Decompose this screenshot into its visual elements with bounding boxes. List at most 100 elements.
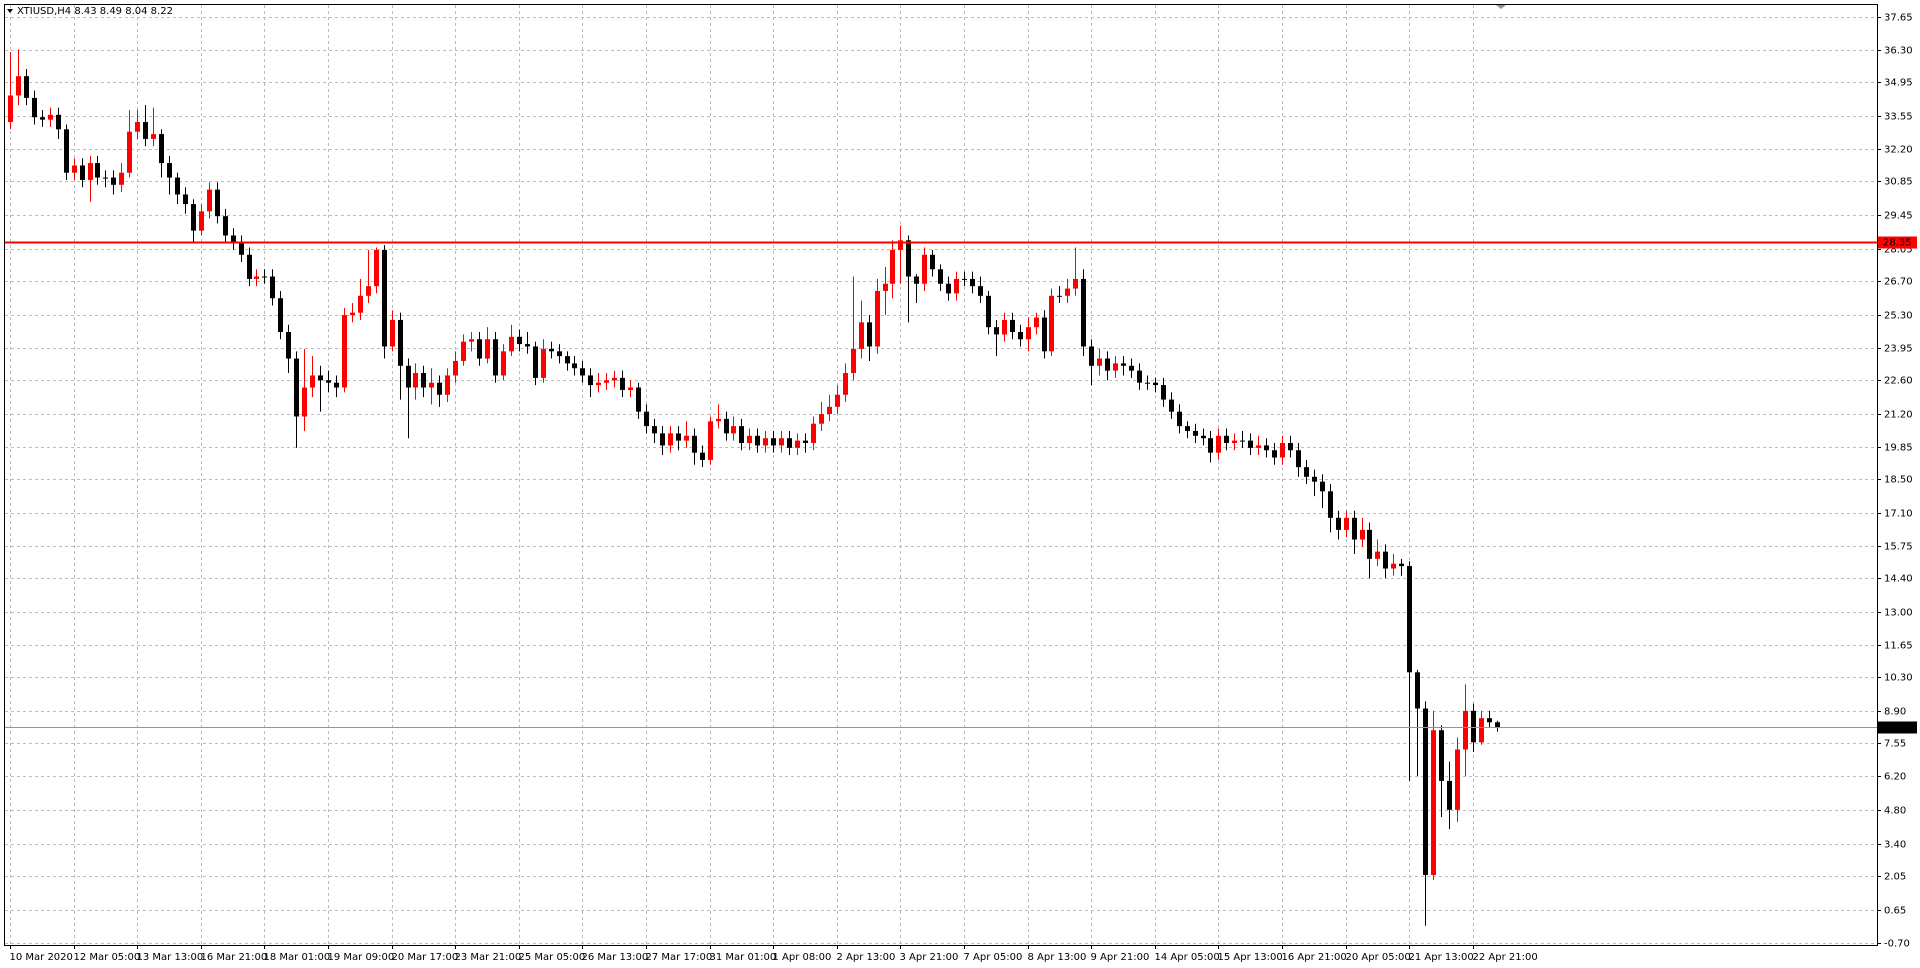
candle-body <box>469 339 474 342</box>
x-tick-label: 19 Mar 09:00 <box>328 952 395 963</box>
candle-body <box>1360 529 1365 540</box>
candle-body <box>382 249 387 347</box>
chart-shift-marker[interactable] <box>1496 5 1506 9</box>
candle-body <box>970 278 975 287</box>
candle-body <box>938 269 943 284</box>
candle-body <box>278 298 283 333</box>
x-tick-label: 8 Apr 13:00 <box>1028 952 1087 963</box>
candle-body <box>676 433 681 441</box>
candle-body <box>8 95 13 123</box>
candle-body <box>493 339 498 376</box>
y-tick-label: 23.95 <box>1884 344 1913 355</box>
candle-body <box>445 375 450 395</box>
candle-body <box>1391 563 1396 569</box>
candle-body <box>461 341 466 361</box>
y-tick-label: 8.90 <box>1884 707 1906 718</box>
x-tick-label: 20 Mar 17:00 <box>392 952 459 963</box>
candle-body <box>421 373 426 388</box>
candle-body <box>398 319 403 366</box>
y-tick-label: 15.75 <box>1884 542 1913 553</box>
candle-body <box>525 344 530 347</box>
candle-body <box>302 387 307 417</box>
candle-body <box>127 131 132 173</box>
y-tick-label: 22.60 <box>1884 376 1913 387</box>
candle-body <box>708 421 713 460</box>
candle-body <box>716 418 721 422</box>
candle-body <box>390 319 395 347</box>
candle-body <box>779 438 784 446</box>
candle-body <box>1431 730 1436 876</box>
y-tick-label: 26.70 <box>1884 277 1913 288</box>
candle-body <box>1439 730 1444 781</box>
y-tick-label: 30.85 <box>1884 177 1913 188</box>
y-tick-label: 6.20 <box>1884 772 1906 783</box>
candle-body <box>453 360 458 376</box>
x-tick-label: 16 Mar 21:00 <box>201 952 268 963</box>
candle-body <box>247 254 252 279</box>
x-tick-label: 2 Apr 13:00 <box>837 952 896 963</box>
candle-body <box>1224 435 1229 444</box>
symbol-menu-icon[interactable] <box>7 9 13 13</box>
x-tick-label: 1 Apr 08:00 <box>773 952 832 963</box>
candle-body <box>859 322 864 349</box>
candle-body <box>135 122 140 132</box>
candle-body <box>119 172 124 185</box>
candle-body <box>270 276 275 299</box>
candle-body <box>1121 363 1126 366</box>
candle-body <box>88 163 93 180</box>
price-label-box <box>1878 236 1917 249</box>
y-tick-label: 34.95 <box>1884 78 1913 89</box>
x-tick-label: 27 Mar 17:00 <box>646 952 713 963</box>
price-label: 8.22 <box>1883 723 1905 734</box>
x-tick-label: 31 Mar 01:00 <box>710 952 777 963</box>
candle-body <box>1328 491 1333 518</box>
y-tick-label: 3.40 <box>1884 840 1906 851</box>
candle-body <box>803 440 808 444</box>
candle-body <box>294 358 299 417</box>
candle-body <box>1415 672 1420 709</box>
candle-body <box>342 315 347 388</box>
y-tick-label: 17.10 <box>1884 509 1913 520</box>
candle-body <box>811 423 816 444</box>
candle-body <box>310 375 315 388</box>
candle-body <box>1463 710 1468 750</box>
candle-body <box>557 351 562 357</box>
y-tick-label: 21.20 <box>1884 410 1913 421</box>
candle-body <box>517 336 522 345</box>
candle-body <box>1065 288 1070 296</box>
candle-body <box>413 373 418 388</box>
candle-body <box>612 377 617 381</box>
plot-frame <box>4 4 1878 946</box>
candle-body <box>183 194 188 205</box>
candle-body <box>1288 443 1293 451</box>
candle-body <box>763 438 768 446</box>
candle-body <box>95 163 100 178</box>
candle-body <box>1026 327 1031 340</box>
y-tick-label: 13.00 <box>1884 608 1913 619</box>
candle-body <box>199 211 204 231</box>
x-tick-label: 15 Apr 13:00 <box>1218 952 1283 963</box>
price-label: 28.35 <box>1883 238 1912 249</box>
candle-body <box>1208 438 1213 453</box>
candle-body <box>1407 566 1412 673</box>
candle-body <box>80 165 85 180</box>
candle-body <box>215 189 220 217</box>
candle-body <box>1248 440 1253 448</box>
candle-body <box>406 365 411 388</box>
candle-body <box>1216 435 1221 453</box>
grid <box>5 5 1877 945</box>
candle-body <box>1399 563 1404 567</box>
candle-body <box>1042 317 1047 352</box>
y-tick-label: 19.85 <box>1884 443 1913 454</box>
candle-body <box>827 406 832 415</box>
y-tick-label: 28.05 <box>1884 245 1913 256</box>
candles <box>5 49 1877 926</box>
y-tick-label: 14.40 <box>1884 574 1913 585</box>
candle-body <box>16 76 21 96</box>
candle-body <box>795 440 800 448</box>
candle-body <box>231 235 236 243</box>
candle-body <box>56 114 61 130</box>
candle-body <box>739 426 744 444</box>
